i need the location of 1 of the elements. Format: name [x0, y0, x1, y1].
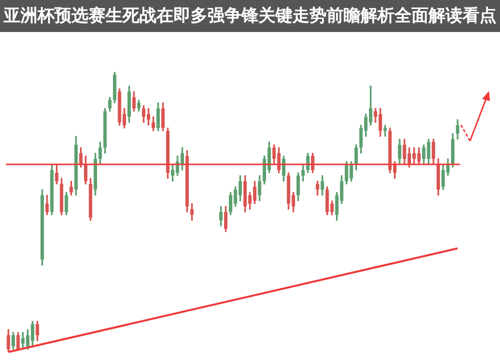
chart-title: 亚洲杯预选赛生死战在即多强争锋关键走势前瞻解析全面解读看点 — [0, 0, 500, 32]
